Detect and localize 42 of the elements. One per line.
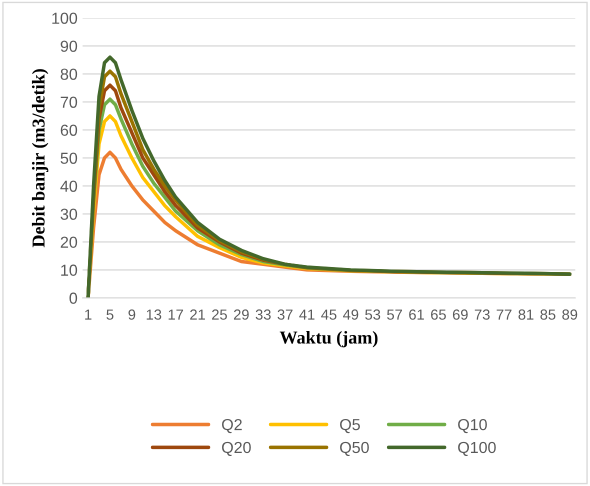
y-tick-label: 20 [60, 236, 78, 248]
x-tick-label: 85 [540, 309, 556, 320]
legend-label: Q5 [340, 418, 360, 434]
x-tick-label: 57 [387, 310, 402, 320]
legend-label: Q2 [222, 418, 242, 434]
y-tick-label: 30 [60, 208, 78, 220]
legend-label: Q100 [458, 442, 496, 456]
x-tick-label: 29 [234, 309, 249, 320]
x-tick-label: 17 [168, 310, 184, 320]
y-tick-label: 0 [69, 292, 78, 304]
x-tick-label: 37 [278, 309, 293, 320]
legend-label: Q50 [340, 442, 369, 456]
x-tick-label: 1 [85, 310, 92, 320]
x-tick-label: 61 [409, 309, 424, 320]
x-tick-label: 25 [212, 309, 227, 320]
y-tick-label: 80 [60, 68, 78, 80]
y-tick-label: 60 [60, 124, 78, 136]
x-tick-label: 5 [106, 310, 114, 320]
x-tick-label: 53 [365, 309, 380, 320]
x-tick-label: 13 [146, 309, 162, 320]
x-tick-label: 45 [321, 310, 336, 320]
x-tick-label: 9 [128, 309, 136, 320]
x-tick-label: 41 [299, 310, 314, 320]
x-axis-title: Waktu (jam) [280, 330, 378, 348]
x-tick-label: 89 [562, 309, 578, 320]
x-tick-label: 49 [343, 309, 358, 320]
x-tick-label: 33 [256, 309, 271, 320]
x-tick-label: 21 [190, 309, 205, 320]
y-tick-label: 50 [60, 152, 78, 164]
legend-label: Q10 [458, 418, 487, 434]
legend-label: Q20 [222, 442, 251, 456]
x-tick-label: 81 [518, 309, 534, 320]
x-tick-label: 77 [496, 310, 512, 320]
y-tick-label: 10 [61, 264, 78, 276]
y-tick-label: 70 [60, 96, 78, 108]
x-tick-label: 73 [474, 309, 490, 320]
y-tick-label: 40 [60, 180, 78, 192]
x-tick-label: 69 [452, 309, 468, 320]
y-tick-label: 100 [52, 12, 78, 24]
x-tick-label: 65 [431, 309, 446, 320]
y-axis-title: Debit banjir (m3/detik) [32, 69, 48, 248]
y-tick-label: 90 [60, 40, 78, 52]
